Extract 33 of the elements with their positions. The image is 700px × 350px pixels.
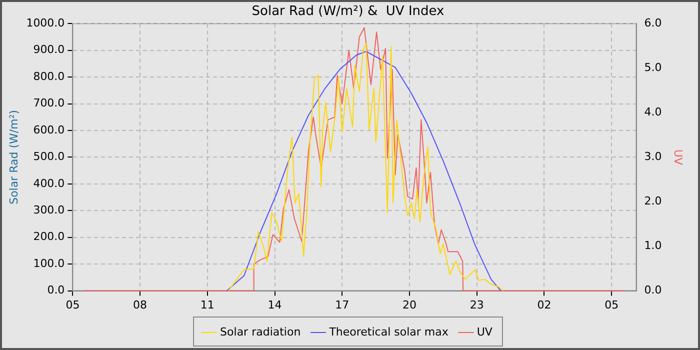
y-tick-label: 300.0 bbox=[33, 204, 65, 216]
y2-tick-label: 4.0 bbox=[644, 106, 662, 119]
y-tick-label: 600.0 bbox=[33, 123, 65, 136]
y-tick-label: 900.0 bbox=[33, 43, 65, 56]
x-tick-label: 20 bbox=[402, 298, 417, 312]
y2-axis-title: UV bbox=[672, 149, 685, 166]
legend-label: UV bbox=[476, 325, 493, 338]
y-tick-label: 500.0 bbox=[33, 150, 65, 164]
x-tick-label: 02 bbox=[537, 298, 552, 312]
y-tick-label: 400.0 bbox=[33, 176, 65, 190]
x-tick-label: 17 bbox=[335, 298, 350, 312]
legend-label: Theoretical solar max bbox=[328, 325, 449, 338]
y2-tick-label: 2.0 bbox=[644, 194, 662, 208]
y2-tick-label: 1.0 bbox=[644, 239, 662, 252]
y2-tick-label: 0.0 bbox=[644, 284, 662, 297]
y-tick-label: 700.0 bbox=[33, 96, 65, 110]
y2-tick-label: 3.0 bbox=[644, 150, 662, 164]
y-tick-label: 1000.0 bbox=[26, 16, 65, 30]
x-tick-label: 23 bbox=[470, 298, 484, 312]
y-axis-title: Solar Rad (W/m²) bbox=[7, 110, 20, 204]
x-tick-label: 11 bbox=[200, 298, 214, 312]
x-tick-label: 08 bbox=[133, 298, 148, 312]
x-tick-label: 14 bbox=[268, 298, 282, 312]
y-tick-label: 800.0 bbox=[33, 70, 65, 83]
y-tick-label: 0.0 bbox=[47, 284, 65, 297]
legend-label: Solar radiation bbox=[220, 325, 301, 338]
y-tick-label: 200.0 bbox=[33, 230, 65, 244]
x-tick-label: 05 bbox=[66, 298, 80, 312]
x-tick-label: 05 bbox=[604, 298, 619, 312]
y2-tick-label: 5.0 bbox=[644, 60, 662, 74]
y2-tick-label: 6.0 bbox=[644, 16, 662, 30]
chart-title: Solar Rad (W/m²) & UV Index bbox=[252, 4, 445, 20]
y-tick-label: 100.0 bbox=[33, 256, 65, 270]
